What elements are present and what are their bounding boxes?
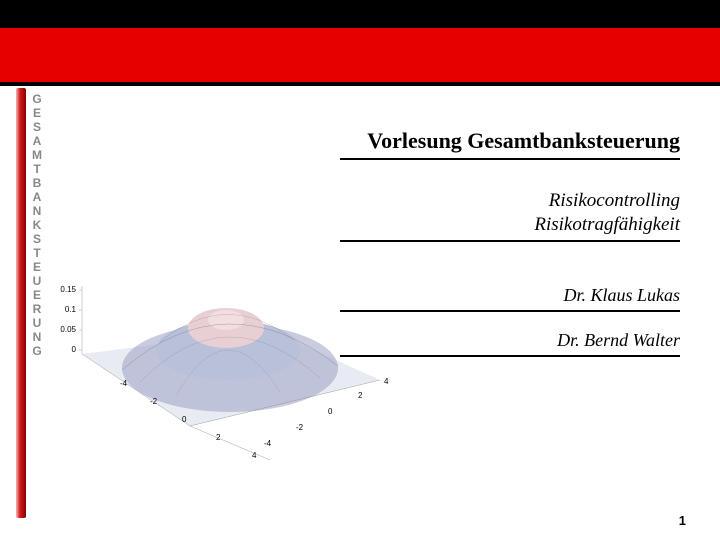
sidebar-vertical-text: GESAMTBANKSTEUERUNG — [30, 92, 44, 358]
subtitle-line-2: Risikotragfähigkeit — [340, 214, 680, 242]
y-tick-4: 4 — [384, 377, 389, 386]
y-tick-2: 0 — [328, 407, 333, 416]
y-tick-0: -4 — [264, 439, 272, 448]
z-tick-1: 0.05 — [60, 325, 76, 334]
header-black-top — [0, 0, 720, 28]
subtitle-line-1: Risikocontrolling — [340, 190, 680, 212]
sidebar-letter: U — [30, 316, 44, 330]
sidebar-letter: A — [30, 190, 44, 204]
z-tick-3: 0.15 — [60, 285, 76, 294]
z-tick-2: 0.1 — [65, 305, 77, 314]
x-tick-1: -2 — [150, 397, 158, 406]
x-tick-3: 2 — [216, 433, 221, 442]
sidebar-letter: G — [30, 92, 44, 106]
sidebar-letter: K — [30, 218, 44, 232]
sidebar-letter: T — [30, 246, 44, 260]
sidebar-red-bar — [16, 88, 26, 518]
x-tick-0: -4 — [120, 379, 128, 388]
sidebar-letter: S — [30, 232, 44, 246]
x-tick-4: 4 — [252, 451, 257, 460]
page-number: 1 — [679, 513, 686, 528]
sidebar-letter: E — [30, 288, 44, 302]
sidebar-letter: U — [30, 274, 44, 288]
sidebar-letter: S — [30, 120, 44, 134]
sidebar-letter: B — [30, 176, 44, 190]
sidebar-letter: N — [30, 330, 44, 344]
y-tick-3: 2 — [358, 391, 363, 400]
sidebar-letter: G — [30, 344, 44, 358]
sidebar-letter: E — [30, 260, 44, 274]
y-tick-1: -2 — [296, 423, 304, 432]
slide-root: GESAMTBANKSTEUERUNG Vorlesung Gesamtbank… — [0, 0, 720, 540]
sidebar-letter: M — [30, 148, 44, 162]
sidebar-letter: N — [30, 204, 44, 218]
z-tick-0: 0 — [72, 345, 77, 354]
sidebar-letter: T — [30, 162, 44, 176]
sidebar-letter: E — [30, 106, 44, 120]
sidebar-letter: A — [30, 134, 44, 148]
header-red-band — [0, 28, 720, 82]
surface-chart: 0.15 0.1 0.05 0 -4 -2 0 2 4 — [60, 270, 400, 480]
x-axis-front — [190, 426, 270, 460]
x-tick-2: 0 — [182, 415, 187, 424]
sidebar-letter: R — [30, 302, 44, 316]
header-black-bottom — [0, 82, 720, 86]
slide-title: Vorlesung Gesamtbanksteuerung — [340, 128, 680, 160]
surface-peak-tip — [208, 310, 244, 330]
